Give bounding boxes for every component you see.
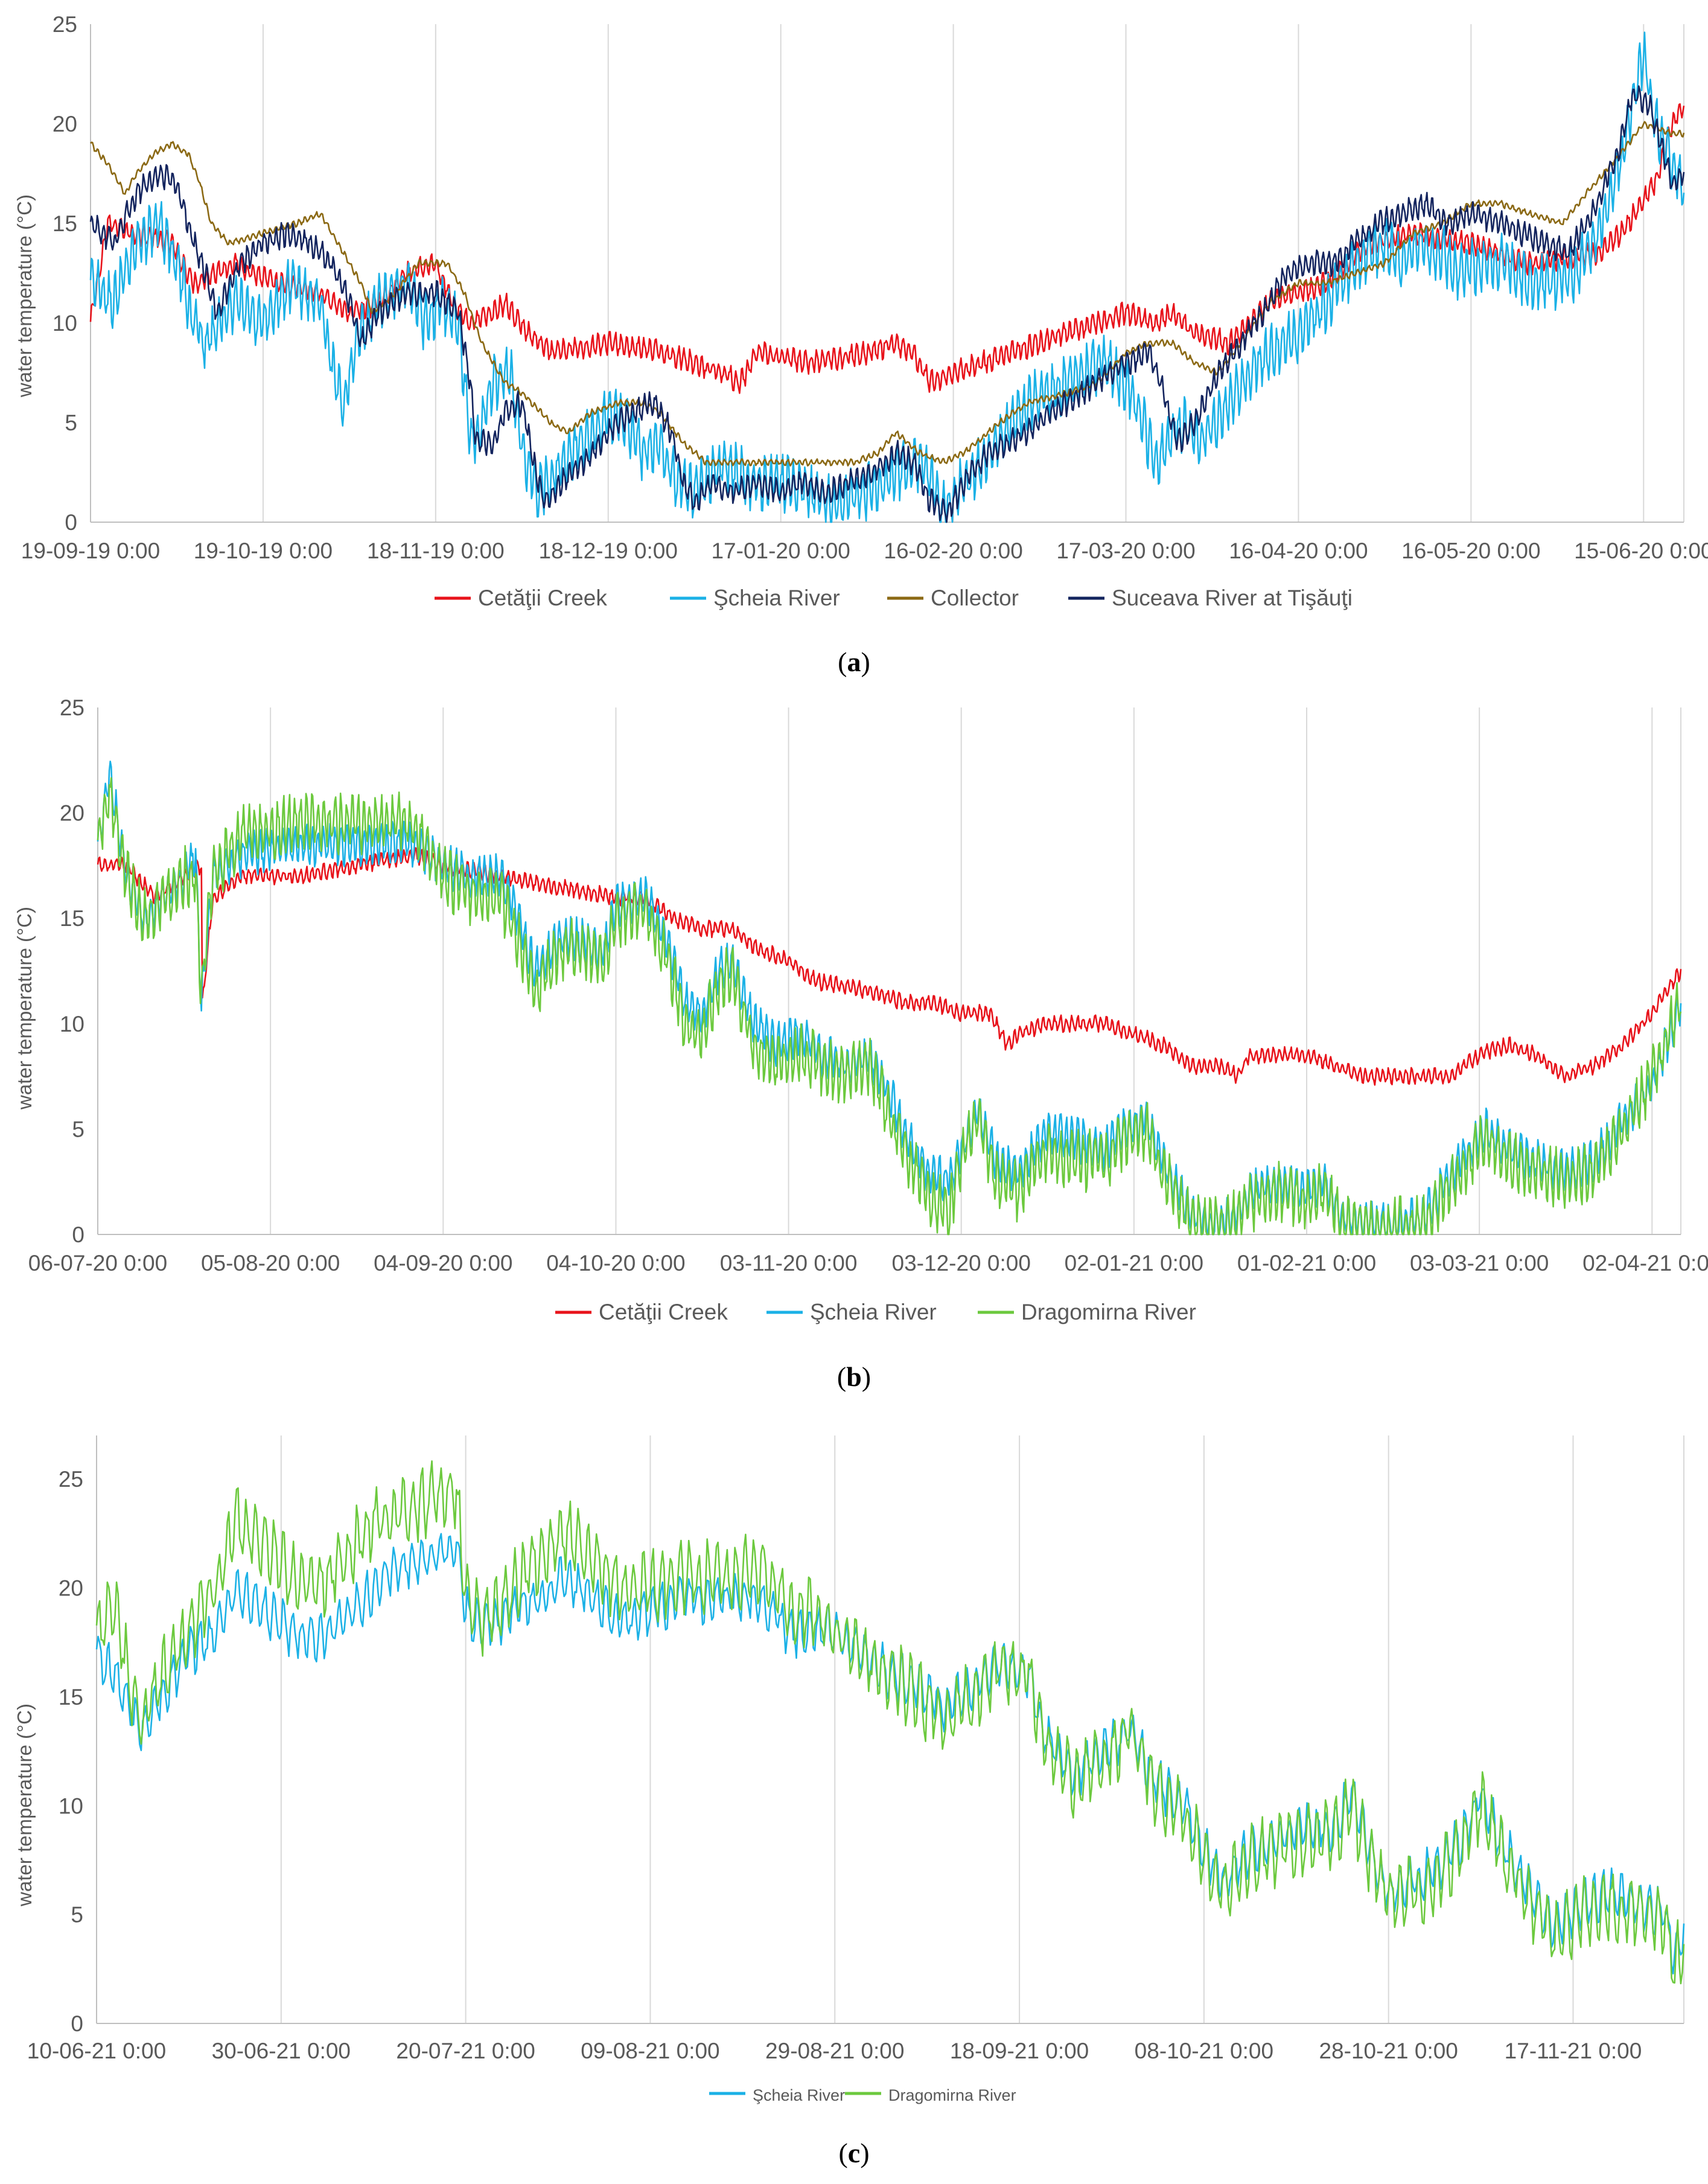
chart-a-series-suceava-river-at-tisauti — [89, 85, 1685, 523]
chart-a-xtick-label: 16-05-20 0:00 — [1401, 538, 1540, 563]
chart-a-xtick-label: 15-06-20 0:00 — [1574, 538, 1708, 563]
chart-a-ytick-label: 5 — [65, 410, 77, 435]
chart-b-xtick-label: 06-07-20 0:00 — [28, 1251, 167, 1276]
chart-c-ytick-label: 25 — [59, 1467, 83, 1492]
chart-a-ytick-label: 0 — [65, 510, 77, 535]
chart-a-xtick-label: 17-01-20 0:00 — [711, 538, 850, 563]
chart-a-xtick-label: 18-12-19 0:00 — [539, 538, 678, 563]
chart-a-axes: 19-09-19 0:00 19-10-19 0:00 18-11-19 0:00 1… — [21, 12, 1708, 563]
chart-a-legend: Cetăţii Creek Şcheia River Collector Suceav… — [435, 586, 1353, 610]
chart-b-ytick-label: 5 — [72, 1117, 84, 1141]
chart-a-ytick-label: 10 — [53, 311, 77, 336]
chart-c-xtick-label: 28-10-21 0:00 — [1319, 2039, 1458, 2063]
chart-b-ytick-label: 10 — [60, 1012, 84, 1036]
chart-c-series-dragomirna-river — [95, 1460, 1685, 1985]
chart-a-svg: 19-09-19 0:00 19-10-19 0:00 18-11-19 0:00 1… — [13, 12, 1708, 610]
chart-b-xtick-label: 02-01-21 0:00 — [1065, 1251, 1203, 1276]
chart-b-axes: 06-07-20 0:00 05-08-20 0:00 04-09-20 0:00 0… — [28, 695, 1708, 1276]
chart-c-xtick-label: 30-06-21 0:00 — [212, 2039, 351, 2063]
chart-b-ytick-label: 25 — [60, 695, 84, 720]
chart-b-series-dragomirna-river — [97, 777, 1682, 1236]
chart-c-svg: 10-06-21 0:00 30-06-21 0:00 20-07-21 0:00 0… — [13, 1435, 1685, 2104]
chart-c-ytick-label: 5 — [71, 1903, 83, 1927]
chart-a-xtick-label: 16-04-20 0:00 — [1229, 538, 1368, 563]
chart-c-xtick-label: 20-07-21 0:00 — [396, 2039, 535, 2063]
chart-c-ytick-label: 20 — [59, 1576, 83, 1601]
chart-a-legend-label-collector: Collector — [931, 586, 1019, 610]
chart-b-xtick-label: 01-02-21 0:00 — [1237, 1251, 1376, 1276]
chart-b-xtick-label: 05-08-20 0:00 — [201, 1251, 340, 1276]
chart-a-xtick-label: 19-09-19 0:00 — [21, 538, 160, 563]
chart-c-legend: Şcheia River Dragomirna River — [709, 2086, 1016, 2104]
chart-a-legend-label-scheia-river: Şcheia River — [713, 586, 840, 610]
chart-b-xtick-label: 03-03-21 0:00 — [1410, 1251, 1549, 1276]
chart-c-axes: 10-06-21 0:00 30-06-21 0:00 20-07-21 0:00 0… — [27, 1435, 1684, 2063]
chart-c-xtick-label: 08-10-21 0:00 — [1135, 2039, 1273, 2063]
chart-b-ytick-label: 0 — [72, 1222, 84, 1247]
chart-c-ylabel: water temperature (°C) — [13, 1703, 36, 1907]
caption-c: (c) — [838, 2138, 870, 2168]
chart-a-grid — [90, 24, 1684, 522]
chart-b-svg: 06-07-20 0:00 05-08-20 0:00 04-09-20 0:00 0… — [13, 695, 1708, 1324]
chart-b-ytick-label: 20 — [60, 801, 84, 826]
chart-c-xtick-label: 17-11-21 0:00 — [1505, 2039, 1642, 2063]
chart-b-xtick-label: 04-10-20 0:00 — [546, 1251, 685, 1276]
chart-b-legend: Cetăţii Creek Şcheia River Dragomirna Rive… — [555, 1300, 1196, 1324]
chart-panel-b: 06-07-20 0:00 05-08-20 0:00 04-09-20 0:00 0… — [0, 694, 1708, 1394]
chart-c-xtick-label: 29-08-21 0:00 — [765, 2039, 904, 2063]
chart-b-xtick-label: 03-12-20 0:00 — [892, 1251, 1031, 1276]
caption-b: (b) — [836, 1361, 872, 1392]
chart-c-ytick-label: 0 — [71, 2011, 83, 2036]
chart-b-legend-label-dragomirna-river: Dragomirna River — [1021, 1300, 1196, 1324]
chart-c-legend-label-scheia-river: Şcheia River — [753, 2086, 845, 2104]
caption-a: (a) — [838, 647, 870, 677]
chart-b-xtick-label: 02-04-21 0:00 — [1582, 1251, 1708, 1276]
chart-c-xtick-label: 10-06-21 0:00 — [27, 2039, 166, 2063]
chart-c-legend-label-dragomirna-river: Dragomirna River — [888, 2086, 1016, 2104]
chart-c-grid — [96, 1435, 1684, 2023]
chart-b-grid — [97, 707, 1681, 1234]
chart-a-series — [89, 31, 1685, 523]
chart-a-ytick-label: 20 — [53, 112, 77, 136]
chart-a-xtick-label: 16-02-20 0:00 — [884, 538, 1022, 563]
chart-a-legend-label-cetatii-creek: Cetăţii Creek — [478, 586, 607, 610]
chart-a-ytick-label: 25 — [53, 12, 77, 37]
chart-c-ytick-label: 15 — [59, 1685, 83, 1710]
chart-b-xtick-label: 03-11-20 0:00 — [720, 1251, 858, 1276]
chart-c-series — [95, 1460, 1685, 1985]
chart-c-ytick-label: 10 — [59, 1793, 83, 1818]
chart-b-ylabel: water temperature (°C) — [13, 907, 36, 1110]
chart-a-ylabel: water temperature (°C) — [13, 194, 36, 398]
chart-a-legend-label-suceava-river-at-tisauti: Suceava River at Tişăuţi — [1112, 586, 1353, 610]
chart-a-ytick-label: 15 — [53, 211, 77, 236]
chart-b-ytick-label: 15 — [60, 906, 84, 931]
chart-b-xtick-label: 04-09-20 0:00 — [374, 1251, 512, 1276]
chart-a-xtick-label: 18-11-19 0:00 — [367, 538, 505, 563]
chart-a-series-collector — [90, 121, 1685, 467]
chart-a-xtick-label: 19-10-19 0:00 — [194, 538, 333, 563]
chart-b-series-cetatii-creek — [97, 847, 1682, 1086]
chart-a-xtick-label: 17-03-20 0:00 — [1056, 538, 1195, 563]
chart-panel-a: 19-09-19 0:00 19-10-19 0:00 18-11-19 0:00 1… — [0, 0, 1708, 688]
chart-c-xtick-label: 09-08-21 0:00 — [581, 2039, 719, 2063]
chart-b-legend-label-cetatii-creek: Cetăţii Creek — [599, 1300, 728, 1324]
chart-panel-c: 10-06-21 0:00 30-06-21 0:00 20-07-21 0:00 0… — [0, 1407, 1708, 2149]
chart-c-xtick-label: 18-09-21 0:00 — [950, 2039, 1089, 2063]
chart-b-series — [97, 761, 1682, 1236]
chart-b-legend-label-scheia-river: Şcheia River — [810, 1300, 937, 1324]
chart-a-series-scheia-river — [89, 31, 1685, 523]
